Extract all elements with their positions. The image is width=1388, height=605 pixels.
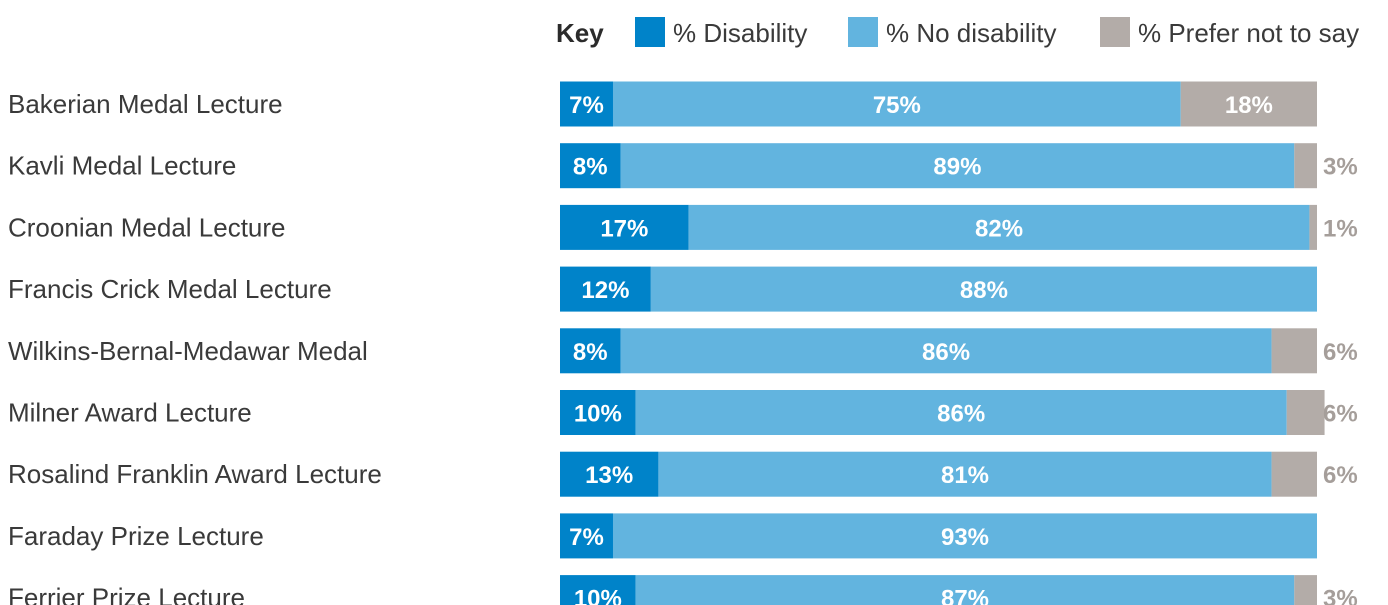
bar-segment — [1294, 575, 1317, 605]
bar-segment — [635, 390, 1287, 435]
bar-segment — [620, 143, 1295, 189]
value-label: 1% — [1323, 215, 1358, 242]
legend-entry-2: % No disability — [886, 18, 1057, 48]
bar-segment — [560, 390, 636, 435]
legend-entry-1: % Disability — [673, 18, 807, 48]
value-label: 18% — [1225, 92, 1273, 119]
value-label: 10% — [574, 401, 622, 428]
bar-segment — [635, 575, 1295, 605]
category-label: Milner Award Lecture — [8, 398, 252, 428]
category-labels: Bakerian Medal Lecture Kavli Medal Lectur… — [8, 89, 382, 605]
legend-entry-3: % Prefer not to say — [1138, 18, 1359, 48]
category-label: Croonian Medal Lecture — [8, 212, 286, 242]
category-label: Rosalind Franklin Award Lecture — [8, 459, 382, 489]
bar-segment — [560, 451, 659, 497]
category-label: Ferrier Prize Lecture — [8, 583, 245, 605]
category-label: Bakerian Medal Lecture — [8, 89, 283, 119]
bar-segment — [560, 266, 651, 312]
bar-segment — [1286, 390, 1325, 435]
bar-segment — [1271, 328, 1317, 374]
value-label: 6% — [1323, 401, 1358, 428]
bar-segment — [620, 328, 1272, 374]
value-label: 89% — [933, 154, 981, 181]
value-label: 3% — [1323, 586, 1358, 605]
legend: Key % Disability % No disability % Prefer n… — [556, 17, 1359, 48]
bar-segment — [612, 513, 1317, 559]
value-label: 75% — [873, 92, 921, 119]
category-label: Kavli Medal Lecture — [8, 151, 236, 181]
bar-segment — [1309, 204, 1317, 250]
value-label: 6% — [1323, 462, 1358, 489]
value-label: 3% — [1323, 154, 1358, 181]
legend-title: Key — [556, 18, 604, 48]
value-label: 86% — [922, 339, 970, 366]
category-label: Wilkins-Bernal-Medawar Medal — [8, 336, 368, 366]
legend-swatch-1 — [635, 17, 665, 47]
value-label: 82% — [975, 215, 1023, 242]
bar-segment — [688, 204, 1310, 250]
bar-segment — [560, 328, 621, 374]
bar-segment — [1271, 451, 1317, 497]
bar-segment — [658, 451, 1272, 497]
category-label: Faraday Prize Lecture — [8, 521, 264, 551]
value-label: 8% — [573, 339, 608, 366]
bar-segment — [560, 143, 621, 189]
bar-segment — [560, 81, 613, 127]
bar-segment — [560, 204, 689, 250]
category-label: Francis Crick Medal Lecture — [8, 274, 332, 304]
bar-segment — [560, 513, 613, 559]
bar-segment — [560, 575, 636, 605]
bar-segment — [1294, 143, 1317, 189]
bars: 7% 75% 18% 8% 89% 3% 17% 82% 1% 12% 88% 8% 86% 6% 10% 8… — [560, 81, 1358, 605]
value-label: 88% — [960, 277, 1008, 304]
value-label: 86% — [937, 401, 985, 428]
value-label: 93% — [941, 524, 989, 551]
value-label: 12% — [581, 277, 629, 304]
bar-segment — [650, 266, 1317, 312]
legend-swatch-2 — [848, 17, 878, 47]
value-label: 17% — [600, 215, 648, 242]
value-label: 8% — [573, 154, 608, 181]
bar-segment — [1180, 81, 1317, 127]
bar-segment — [612, 81, 1181, 127]
value-label: 10% — [574, 586, 622, 605]
value-label: 13% — [585, 462, 633, 489]
value-label: 7% — [569, 524, 604, 551]
value-label: 81% — [941, 462, 989, 489]
value-label: 6% — [1323, 339, 1358, 366]
value-label: 7% — [569, 92, 604, 119]
legend-swatch-3 — [1100, 17, 1130, 47]
value-label: 87% — [941, 586, 989, 605]
